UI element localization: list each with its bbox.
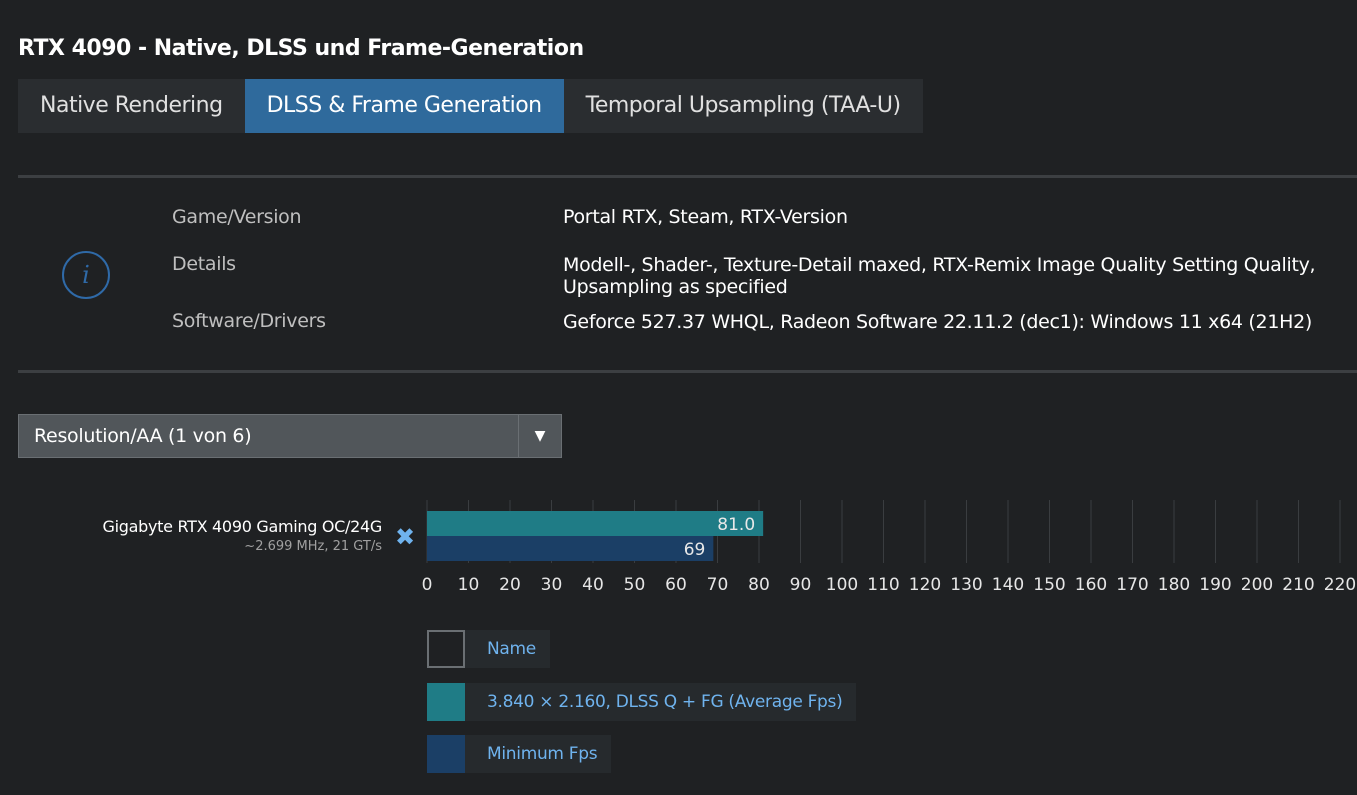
divider-bottom — [18, 370, 1357, 373]
x-tick-label: 100 — [826, 575, 858, 595]
info-value-details: Modell-, Shader-, Texture-Detail maxed, … — [563, 254, 1316, 276]
x-tick-label: 200 — [1241, 575, 1273, 595]
bar-minimum-fps — [427, 536, 714, 561]
chevron-down-icon[interactable]: ▼ — [518, 415, 561, 457]
x-tick-label: 180 — [1158, 575, 1190, 595]
info-value-details-line2: Upsampling as specified — [563, 276, 788, 298]
x-tick-label: 0 — [422, 575, 433, 595]
gpu-specs: ~2.699 MHz, 21 GT/s — [244, 539, 382, 554]
x-tick-label: 110 — [867, 575, 899, 595]
page-title: RTX 4090 - Native, DLSS und Frame-Genera… — [18, 36, 584, 61]
legend-item-minimum-fps[interactable]: Minimum Fps — [427, 735, 612, 773]
gpu-name: Gigabyte RTX 4090 Gaming OC/24G — [102, 517, 383, 536]
divider-top — [18, 175, 1357, 178]
legend-label-average-fps[interactable]: 3.840 × 2.160, DLSS Q + FG (Average Fps) — [465, 683, 857, 721]
info-value-software: Geforce 527.37 WHQL, Radeon Software 22.… — [563, 311, 1313, 333]
info-label-details: Details — [172, 253, 236, 275]
remove-gpu-icon[interactable]: ✖ — [395, 523, 416, 551]
resolution-select[interactable]: Resolution/AA (1 von 6) ▼ — [18, 414, 562, 458]
x-tick-label: 120 — [909, 575, 941, 595]
x-tick-label: 140 — [992, 575, 1024, 595]
x-tick-label: 160 — [1075, 575, 1107, 595]
legend-label-minimum-fps[interactable]: Minimum Fps — [465, 735, 612, 773]
x-tick-label: 90 — [790, 575, 812, 595]
x-tick-label: 150 — [1033, 575, 1065, 595]
legend-item-average-fps[interactable]: 3.840 × 2.160, DLSS Q + FG (Average Fps) — [427, 683, 857, 721]
x-tick-label: 210 — [1282, 575, 1314, 595]
resolution-select-value: Resolution/AA (1 von 6) — [34, 425, 252, 447]
tab-native-rendering[interactable]: Native Rendering — [18, 79, 245, 133]
legend-item-name[interactable]: Name — [427, 630, 550, 668]
x-tick-label: 130 — [950, 575, 982, 595]
x-tick-label: 170 — [1116, 575, 1148, 595]
legend-swatch-average-fps[interactable] — [427, 683, 465, 721]
info-icon: i — [62, 251, 110, 299]
bar-average-fps — [427, 511, 764, 536]
tab-bar: Native Rendering DLSS & Frame Generation… — [18, 79, 923, 133]
x-tick-label: 10 — [458, 575, 480, 595]
x-tick-label: 190 — [1199, 575, 1231, 595]
x-tick-label: 30 — [541, 575, 563, 595]
x-tick-label: 70 — [707, 575, 729, 595]
tab-dlss-frame-generation[interactable]: DLSS & Frame Generation — [244, 79, 564, 133]
x-tick-label: 50 — [624, 575, 646, 595]
info-label-game: Game/Version — [172, 206, 302, 228]
x-tick-label: 80 — [748, 575, 770, 595]
x-tick-label: 40 — [582, 575, 604, 595]
legend-swatch-name[interactable] — [427, 630, 465, 668]
bar-chart: 0 10 20 30 40 50 60 70 80 90 100 110 120 130 140 150 160… — [422, 500, 1356, 595]
legend-swatch-minimum-fps[interactable] — [427, 735, 465, 773]
tab-temporal-upsampling[interactable]: Temporal Upsampling (TAA-U) — [563, 79, 923, 133]
x-tick-label: 20 — [499, 575, 521, 595]
info-value-game: Portal RTX, Steam, RTX-Version — [563, 206, 848, 228]
x-tick-label: 60 — [665, 575, 687, 595]
x-tick-label: 220 — [1324, 575, 1356, 595]
info-label-software: Software/Drivers — [172, 310, 326, 332]
legend-label-name[interactable]: Name — [465, 630, 550, 668]
data-label-minimum-fps: 69 — [684, 540, 706, 560]
data-label-average-fps: 81.0 — [717, 515, 755, 535]
